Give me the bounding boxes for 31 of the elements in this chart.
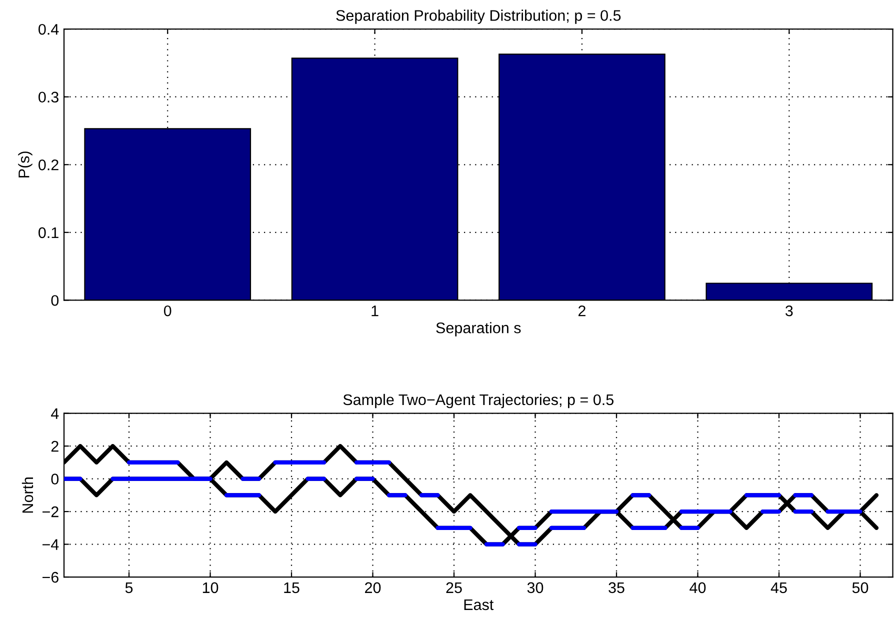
y-tick-label: −6 bbox=[42, 572, 58, 583]
y-tick-label: −2 bbox=[42, 506, 58, 518]
y-tick-label: 2 bbox=[51, 440, 58, 452]
y-tick-label: 0.1 bbox=[38, 227, 58, 238]
x-tick-label: 35 bbox=[608, 582, 624, 594]
y-tick-label: 0.2 bbox=[38, 160, 58, 170]
x-tick-label: 30 bbox=[527, 582, 544, 594]
x-tick-label: 45 bbox=[770, 582, 787, 594]
chart-title: Separation Probability Distribution; p = 0.5 bbox=[336, 10, 621, 24]
x-tick-label: 0 bbox=[164, 305, 172, 316]
y-tick-label: 0.3 bbox=[38, 92, 58, 103]
x-tick-label: 50 bbox=[852, 582, 868, 594]
y-tick-label: 4 bbox=[51, 408, 59, 419]
x-axis-title: Separation s bbox=[436, 322, 521, 336]
y-tick-label: −4 bbox=[42, 539, 59, 550]
y-axis-title: P(s) bbox=[18, 152, 32, 178]
x-tick-label: 10 bbox=[202, 582, 218, 594]
x-tick-label: 20 bbox=[365, 582, 381, 594]
x-axis-title: East bbox=[464, 599, 494, 610]
y-tick-label: 0.4 bbox=[38, 24, 59, 35]
chart-title: Sample Two−Agent Trajectories; p = 0.5 bbox=[343, 394, 614, 408]
y-axis-title: North bbox=[22, 477, 34, 513]
x-tick-label: 15 bbox=[284, 582, 300, 594]
y-tick-label: 0 bbox=[51, 474, 59, 484]
x-tick-label: 1 bbox=[372, 306, 378, 316]
x-tick-label: 40 bbox=[690, 582, 706, 594]
x-tick-label: 5 bbox=[125, 582, 133, 594]
x-tick-label: 25 bbox=[446, 582, 462, 594]
x-tick-label: 2 bbox=[578, 305, 586, 316]
x-tick-label: 3 bbox=[785, 305, 793, 316]
y-tick-label: 0 bbox=[51, 295, 59, 306]
